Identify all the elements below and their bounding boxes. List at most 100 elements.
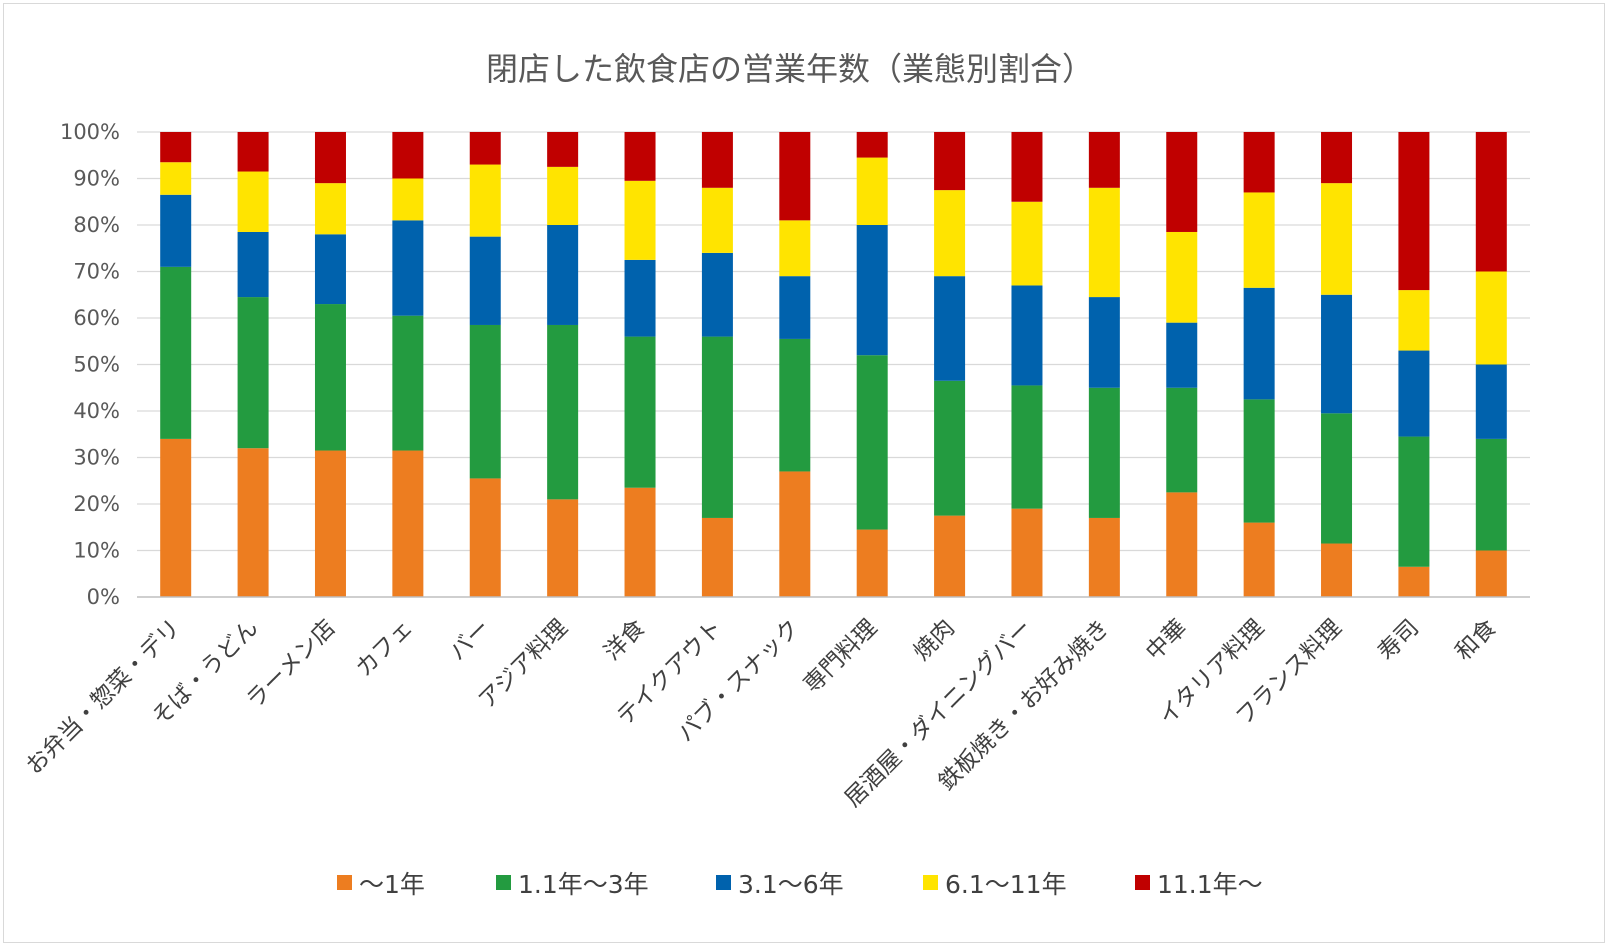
bar-segment (1475, 132, 1507, 272)
bar-segment (1088, 297, 1120, 388)
bar-segment (547, 132, 579, 167)
legend-label: ～1年 (359, 870, 425, 899)
bar-segment (779, 132, 811, 221)
bar-segment (1011, 132, 1043, 202)
bar-segment (779, 220, 811, 277)
chart-svg: 閉店した飲食店の営業年数（業態別割合） 0% 10% 20% 30% 40% 50% 60%… (21, 50, 1530, 899)
bar-segment (1011, 285, 1043, 386)
bar-segment (160, 132, 192, 163)
bar-segment (237, 171, 269, 232)
bar-segment (469, 164, 501, 237)
bar-segment (1088, 132, 1120, 188)
bar-segment (469, 478, 501, 597)
bar-segment (314, 234, 346, 305)
bar-segment (1475, 438, 1507, 551)
bar-segment (1243, 192, 1275, 288)
y-tick-label: 0% (87, 585, 120, 609)
bar-segment (1398, 436, 1430, 567)
y-tick-label: 10% (73, 539, 120, 563)
bar-segment (701, 336, 733, 518)
x-category-label: 和食 (1451, 615, 1502, 666)
legend-swatch (716, 875, 731, 890)
bar-segment (237, 448, 269, 597)
chart-frame: 閉店した飲食店の営業年数（業態別割合） 0% 10% 20% 30% 40% 50% 60%… (3, 3, 1605, 943)
bar-segment (1321, 132, 1353, 184)
y-tick-label: 90% (73, 167, 120, 191)
y-tick-label: 30% (73, 446, 120, 470)
bar-segment (1243, 132, 1275, 193)
bar-segment (547, 499, 579, 597)
bar-segment (1166, 322, 1198, 388)
legend-label: 6.1～11年 (945, 870, 1067, 899)
bar-segment (1398, 350, 1430, 437)
bar-segment (1011, 201, 1043, 286)
bar-segment (1321, 413, 1353, 544)
bar-segment (934, 276, 966, 381)
x-category-label: 洋食 (599, 615, 650, 666)
x-category-label: 専門料理 (799, 615, 882, 698)
bar-segment (237, 132, 269, 172)
bar-segment (701, 132, 733, 188)
bar-segment (392, 220, 424, 316)
bar-segment (779, 471, 811, 597)
bar-segment (237, 231, 269, 298)
bars (160, 132, 1507, 597)
bar-segment (624, 132, 656, 181)
bar-segment (1088, 187, 1120, 298)
bar-segment (779, 276, 811, 339)
x-category-label: 中華 (1141, 615, 1192, 666)
y-tick-label: 50% (73, 353, 120, 377)
bar-segment (1321, 294, 1353, 414)
legend-swatch (923, 875, 938, 890)
bar-segment (1475, 271, 1507, 365)
bar-segment (1398, 566, 1430, 597)
bar-segment (856, 225, 888, 356)
legend-swatch (496, 875, 511, 890)
x-category-label: カフェ (351, 615, 418, 682)
bar-segment (1475, 364, 1507, 439)
bar-segment (701, 517, 733, 597)
bar-segment (1011, 385, 1043, 509)
legend-swatch (1135, 875, 1150, 890)
bar-segment (1243, 522, 1275, 597)
bar-segment (624, 487, 656, 597)
bar-segment (160, 194, 192, 267)
bar-segment (1166, 492, 1198, 597)
x-category-label: 焼肉 (909, 615, 960, 666)
bar-segment (1166, 387, 1198, 493)
bar-segment (392, 132, 424, 179)
y-axis-tick-labels: 0% 10% 20% 30% 40% 50% 60% 70% 80% 90% 100% (60, 120, 120, 609)
bar-segment (856, 157, 888, 225)
bar-segment (779, 338, 811, 472)
bar-segment (701, 252, 733, 337)
chart-title: 閉店した飲食店の営業年数（業態別割合） (486, 50, 1094, 88)
bar-segment (856, 355, 888, 530)
bar-segment (1166, 132, 1198, 232)
bar-segment (160, 438, 192, 597)
legend-label: 11.1年～ (1157, 870, 1263, 899)
y-tick-label: 100% (60, 120, 120, 144)
bar-segment (701, 187, 733, 253)
bar-segment (1166, 231, 1198, 323)
bar-segment (934, 515, 966, 597)
bar-segment (314, 304, 346, 451)
bar-segment (856, 132, 888, 158)
x-category-label: 寿司 (1373, 615, 1424, 666)
bar-segment (469, 324, 501, 479)
gridlines (137, 131, 1530, 552)
legend-label: 1.1年～3年 (518, 870, 649, 899)
bar-segment (547, 166, 579, 225)
bar-segment (624, 180, 656, 260)
bar-segment (934, 380, 966, 516)
bar-segment (469, 236, 501, 325)
legend-swatch (337, 875, 352, 890)
bar-segment (392, 315, 424, 451)
bar-segment (934, 132, 966, 191)
bar-segment (624, 259, 656, 337)
x-category-label: バー (445, 615, 496, 666)
bar-segment (314, 450, 346, 597)
bar-segment (1011, 508, 1043, 597)
bar-segment (1243, 399, 1275, 523)
bar-segment (1243, 287, 1275, 400)
